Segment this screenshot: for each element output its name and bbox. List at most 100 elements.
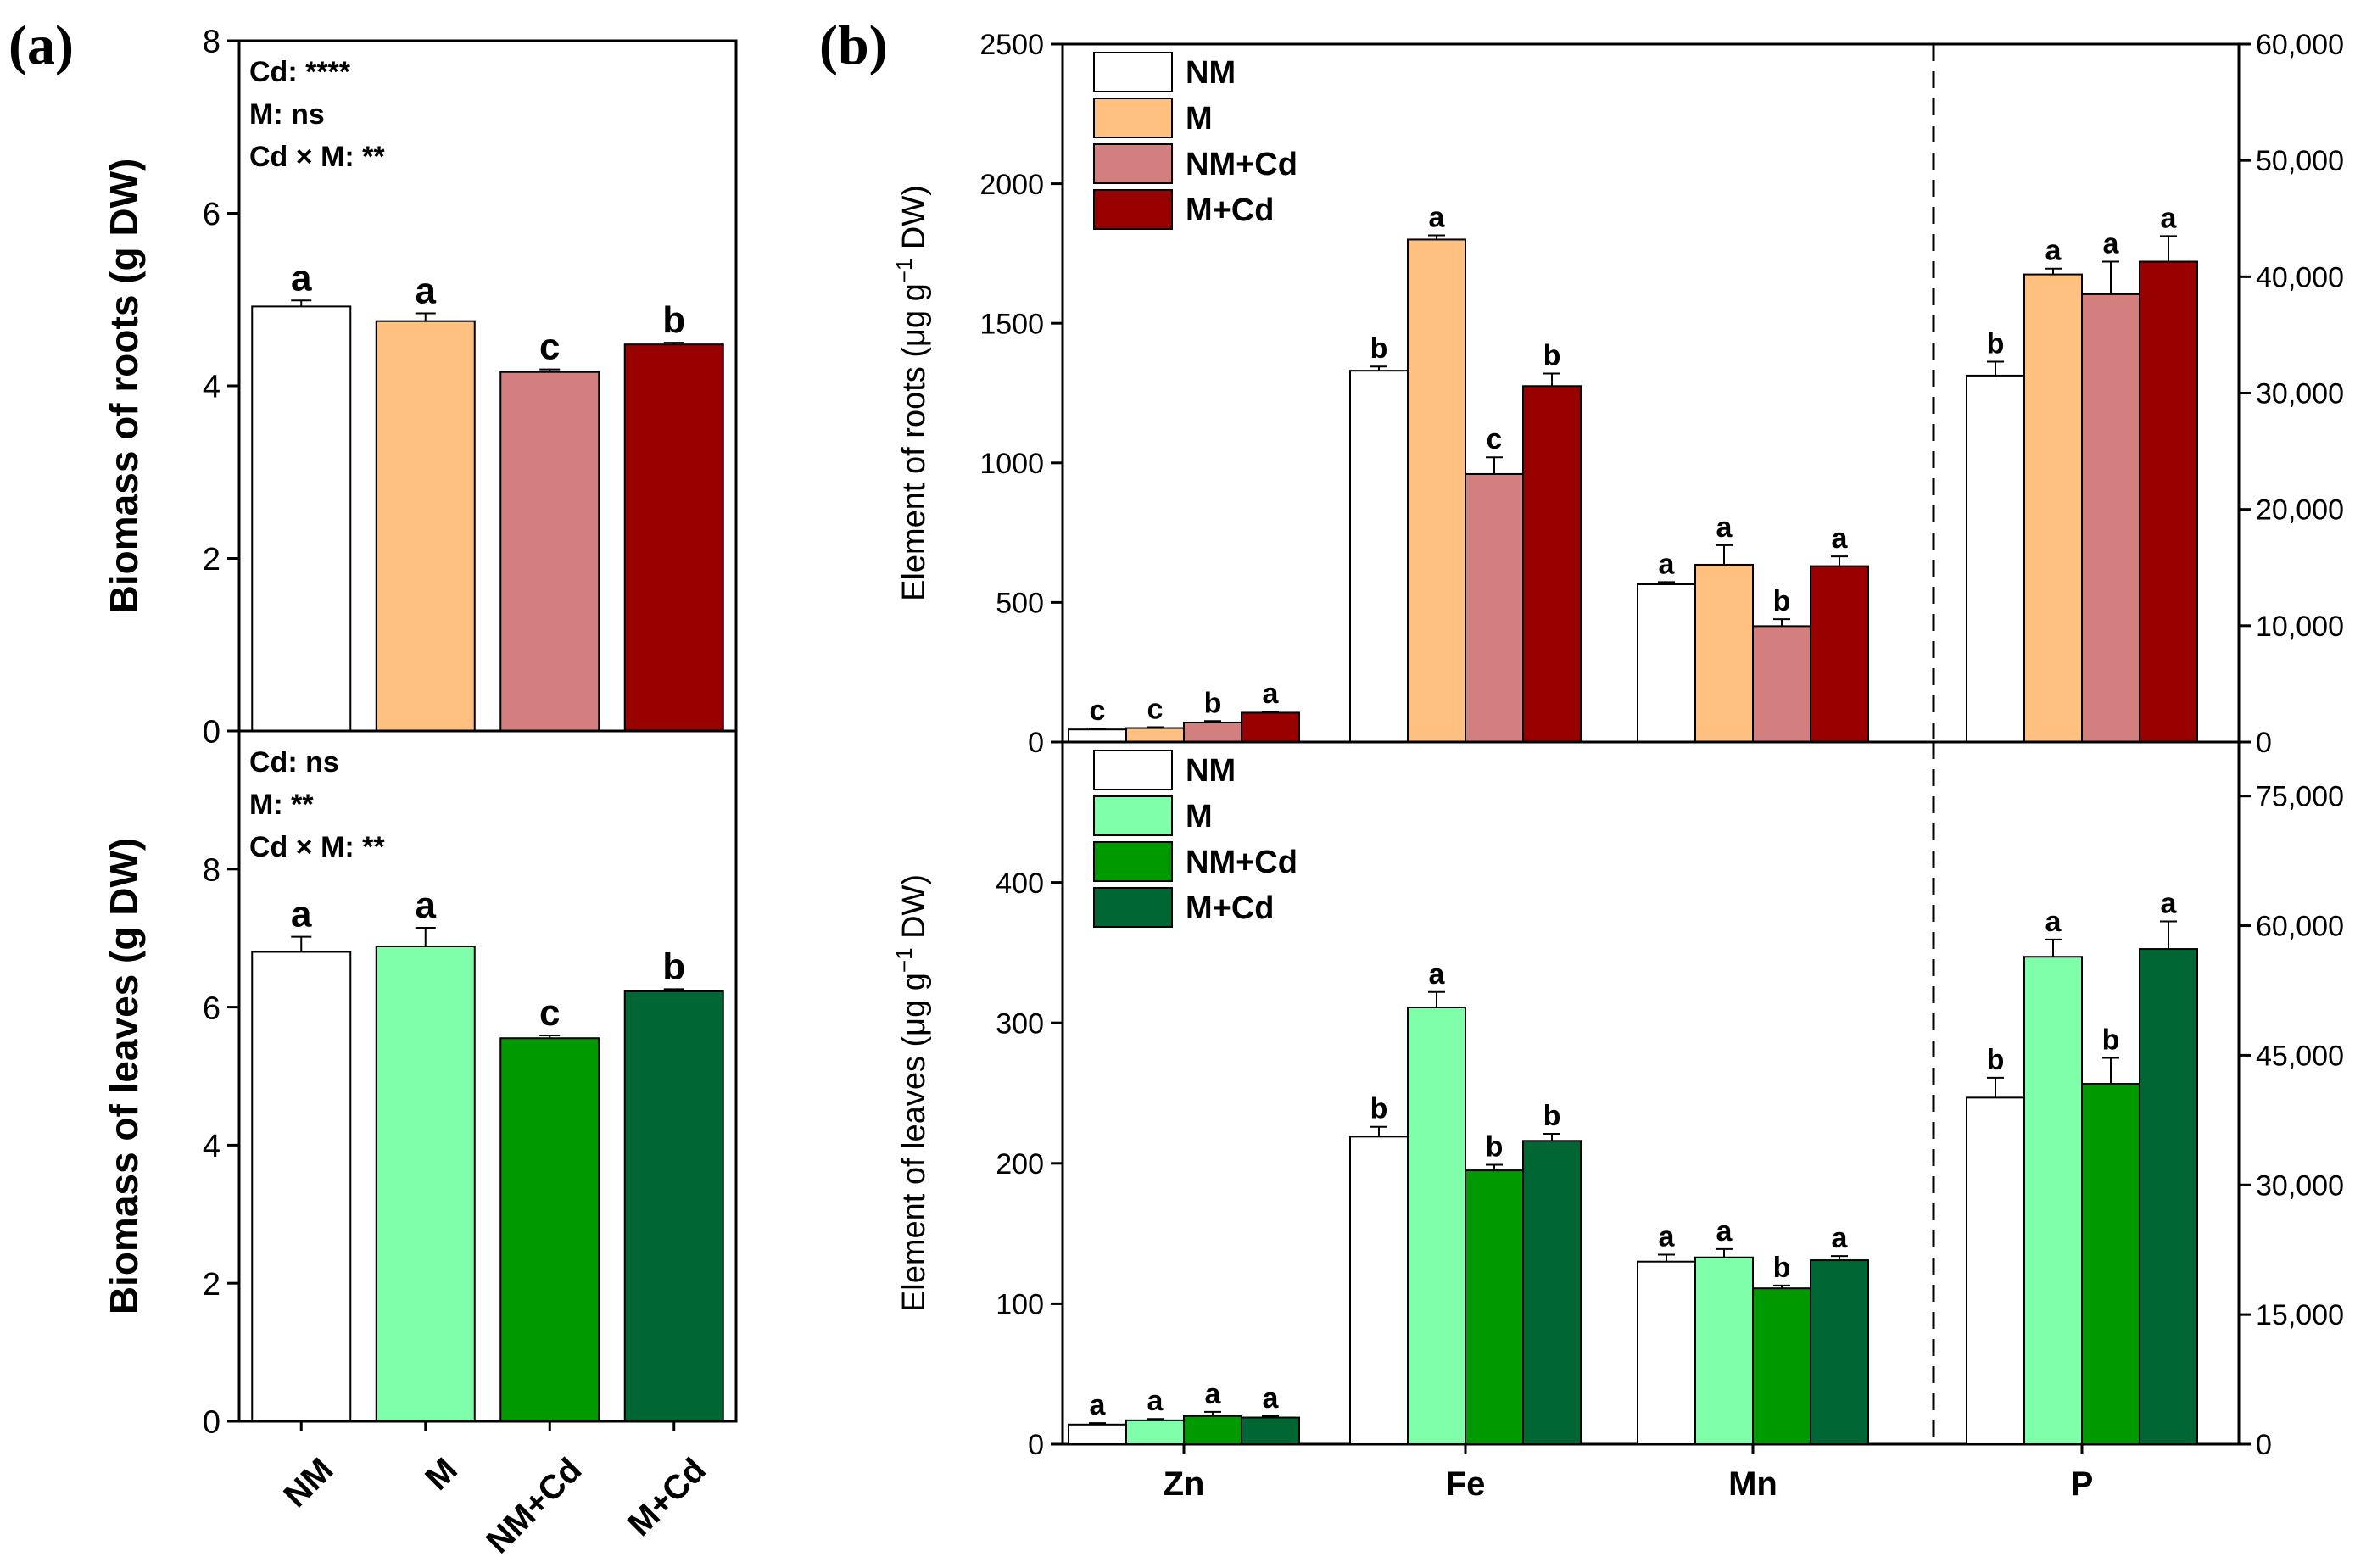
b-leaves-sig-letter: a bbox=[1147, 1385, 1164, 1417]
b-roots-legend-label: M bbox=[1186, 101, 1213, 137]
a-roots-stat-text: Cd: **** bbox=[249, 56, 351, 88]
a-leaves-xtick-label: M bbox=[418, 1451, 465, 1498]
b-leaves-sig-letter: a bbox=[1205, 1378, 1222, 1410]
b-roots-bar bbox=[1810, 565, 1869, 743]
b-roots-sig-letter: a bbox=[2103, 228, 2120, 260]
b-roots-sig-letter: a bbox=[1716, 511, 1733, 544]
b-roots-bar bbox=[2081, 293, 2140, 743]
a-leaves-xtick-label: M+Cd bbox=[621, 1451, 713, 1543]
b-leaves-bar bbox=[1241, 1416, 1300, 1446]
b-roots-ytick-label: 1500 bbox=[979, 308, 1044, 340]
a-roots-stat-text: M: ns bbox=[249, 98, 325, 131]
b-leaves-sig-letter: a bbox=[1832, 1222, 1849, 1254]
a-leaves-bar bbox=[499, 1037, 600, 1422]
b-roots-sig-letter: c bbox=[1090, 695, 1106, 727]
b-roots-sig-letter: c bbox=[1147, 694, 1164, 726]
a-leaves-stat-text: Cd × M: ** bbox=[249, 831, 385, 863]
a-roots-sig-letter: b bbox=[662, 299, 685, 341]
b-leaves-legend-swatch bbox=[1093, 795, 1173, 836]
a-leaves-bar bbox=[375, 945, 476, 1422]
b-roots-ytick-label: 500 bbox=[996, 588, 1044, 620]
a-roots-ytick-label: 6 bbox=[203, 197, 220, 232]
b-leaves-legend-label: NM+Cd bbox=[1186, 845, 1297, 880]
b-roots-bar bbox=[1125, 727, 1185, 743]
b-roots-sig-letter: b bbox=[1204, 687, 1222, 719]
a-roots-ytick-label: 4 bbox=[203, 370, 220, 405]
b-leaves-ytick-label: 300 bbox=[996, 1007, 1044, 1040]
b-roots-bar bbox=[1349, 370, 1409, 743]
b-leaves-bar bbox=[1068, 1423, 1127, 1446]
b-leaves-xtick-label: Zn bbox=[1164, 1465, 1205, 1503]
a-leaves-ytick-label: 4 bbox=[203, 1129, 220, 1164]
b-roots-bar bbox=[1752, 625, 1811, 744]
a-roots-ytick-label: 8 bbox=[203, 25, 220, 60]
b-leaves-sig-letter: b bbox=[2102, 1024, 2120, 1056]
b-leaves-bar bbox=[1810, 1259, 1869, 1445]
b-roots-legend-label: M+Cd bbox=[1186, 193, 1275, 228]
b-leaves-y2tick-label: 15,000 bbox=[2256, 1299, 2344, 1331]
b-leaves-bar bbox=[1465, 1169, 1524, 1445]
b-leaves-ytick-label: 400 bbox=[996, 868, 1044, 900]
b-leaves-bar bbox=[1752, 1287, 1811, 1445]
b-leaves-bar bbox=[1637, 1260, 1696, 1445]
b-roots-bar bbox=[1522, 385, 1582, 743]
b-leaves-y2tick-label: 60,000 bbox=[2256, 911, 2344, 943]
b-leaves-bar bbox=[1694, 1256, 1754, 1445]
b-roots-y2tick-label: 30,000 bbox=[2256, 378, 2344, 410]
b-leaves-sig-letter: b bbox=[1543, 1100, 1561, 1132]
b-leaves-y2tick-label: 30,000 bbox=[2256, 1169, 2344, 1202]
b-roots-y2tick-label: 60,000 bbox=[2256, 29, 2344, 61]
a-leaves-sig-letter: c bbox=[539, 992, 560, 1034]
b-roots-legend-label: NM bbox=[1186, 55, 1236, 91]
b-leaves-ytick-label: 200 bbox=[996, 1148, 1044, 1180]
a-leaves-stat-text: Cd: ns bbox=[249, 746, 339, 778]
b-leaves-bar bbox=[1966, 1096, 2025, 1445]
b-leaves-sig-letter: a bbox=[2161, 887, 2178, 919]
b-roots-y2tick-label: 20,000 bbox=[2256, 494, 2344, 527]
a-leaves-ytick-label: 8 bbox=[203, 852, 220, 888]
a-leaves-frame bbox=[237, 729, 738, 1423]
b-roots-sig-letter: a bbox=[1263, 678, 1280, 710]
b-roots-bar bbox=[1407, 238, 1466, 743]
b-roots-sig-letter: a bbox=[2161, 202, 2178, 234]
b-roots-sig-letter: b bbox=[1370, 332, 1388, 365]
b-leaves-bar bbox=[1407, 1006, 1466, 1445]
b-leaves-xtick-label: P bbox=[2071, 1465, 2094, 1503]
b-roots-bar bbox=[1241, 711, 1300, 744]
b-roots-legend-swatch bbox=[1093, 189, 1173, 230]
b-leaves-legend-swatch bbox=[1093, 750, 1173, 790]
b-leaves-ytick-label: 0 bbox=[1028, 1429, 1044, 1461]
panel-label-a: (a) bbox=[8, 14, 74, 76]
a-roots-sig-letter: a bbox=[416, 271, 437, 312]
b-leaves-sig-letter: b bbox=[1486, 1130, 1504, 1163]
b-leaves-xtick-label: Mn bbox=[1728, 1465, 1777, 1503]
b-leaves-bar bbox=[2139, 948, 2198, 1446]
b-leaves-sig-letter: b bbox=[1370, 1093, 1388, 1125]
b-leaves-xtick-label: Fe bbox=[1446, 1465, 1486, 1503]
a-roots-bar bbox=[623, 343, 724, 732]
a-leaves-ytick-label: 2 bbox=[203, 1267, 220, 1303]
b-leaves-sig-letter: a bbox=[1429, 958, 1446, 990]
b-leaves-bar bbox=[1522, 1140, 1582, 1445]
b-roots-sig-letter: a bbox=[1832, 522, 1849, 555]
b-leaves-legend-label: M+Cd bbox=[1186, 890, 1275, 926]
a-leaves-bar bbox=[251, 951, 352, 1422]
b-roots-bar bbox=[1637, 583, 1696, 744]
a-leaves-ylabel: Biomass of leaves (g DW) bbox=[102, 838, 146, 1314]
b-roots-bar bbox=[2023, 273, 2083, 743]
b-roots-bar bbox=[1694, 563, 1754, 744]
a-roots-bar bbox=[375, 320, 476, 732]
b-roots-sig-letter: a bbox=[1429, 202, 1446, 234]
b-leaves-legend-label: M bbox=[1186, 799, 1213, 834]
b-roots-bar bbox=[1183, 721, 1242, 743]
a-roots-ylabel: Biomass of roots (g DW) bbox=[102, 159, 146, 614]
b-roots-bar bbox=[1966, 374, 2025, 743]
b-roots-sig-letter: b bbox=[1773, 585, 1791, 617]
b-roots-sig-letter: a bbox=[2045, 235, 2062, 267]
a-roots-stat-text: Cd × M: ** bbox=[249, 141, 385, 173]
b-leaves-legend-swatch bbox=[1093, 841, 1173, 882]
b-roots-y2tick-label: 50,000 bbox=[2256, 145, 2344, 177]
b-roots-sig-letter: b bbox=[1543, 339, 1561, 371]
a-leaves-sig-letter: a bbox=[416, 884, 437, 926]
